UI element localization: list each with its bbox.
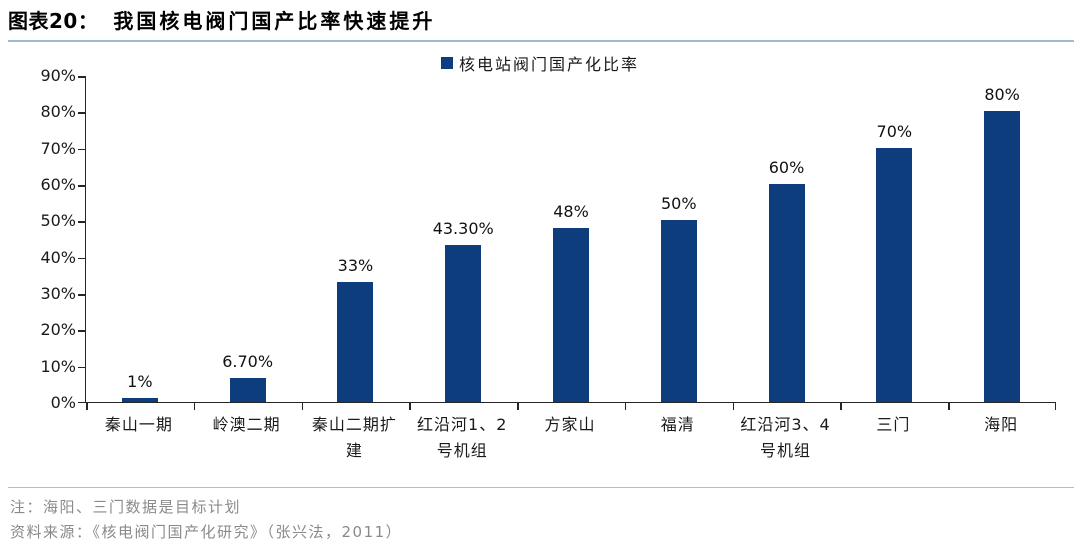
x-tick-mark [409,402,411,410]
y-tick-mark [78,294,86,296]
x-tick-mark [1054,402,1056,410]
bar-value-label: 33% [337,256,374,276]
bar-slot: 70% [840,76,948,402]
y-tick-label: 60% [40,175,76,194]
bar-slot: 1% [86,76,194,402]
x-axis-labels: 秦山一期 岭澳二期 秦山二期扩 建红沿河1、2 号机组 方家山 福清 红沿河3、4 号机组… [85,412,1055,463]
bar-value-label: 70% [876,121,913,141]
x-category-label: 秦山一期 [104,415,173,434]
bar-value-label: 1% [127,372,153,392]
y-axis-labels: 0% 10% 20% 30% 40% 50% 60% 70% 80% 90% [0,66,76,412]
bar [768,184,805,402]
y-tick-label: 50% [40,211,76,231]
y-tick-label: 20% [40,320,76,340]
x-tick-mark [517,402,519,410]
plot-area: 1% 6.70% 33% 43.30% 48% 50% 60% 70% 80% [78,76,1056,410]
bar [229,377,266,402]
y-tick-mark [78,221,86,223]
y-tick-label: 0% [50,393,76,412]
chart-source: 资料来源：《核电阀门国产化研究》（张兴法，2011） [10,523,403,541]
bar [337,282,374,402]
y-tick-label: 80% [40,102,76,122]
y-tick-mark [78,366,86,369]
bar [876,147,913,402]
x-category-label: 红沿河1、2 号机组 [417,415,508,460]
y-tick-mark [78,401,86,403]
bar-value-label: 6.70% [222,351,274,371]
y-tick-mark [78,257,86,260]
x-tick-mark [86,402,88,410]
x-category-label: 福清 [660,415,695,434]
legend-swatch-icon [440,57,453,69]
bar [660,220,697,402]
x-category-label: 岭澳二期 [212,415,281,434]
x-category-label: 红沿河3、4 号机组 [740,415,831,460]
y-tick-mark [78,112,86,114]
y-tick-label: 40% [40,247,76,267]
x-tick-mark [193,402,196,410]
bar-value-label: 48% [553,201,589,221]
y-tick-label: 30% [40,284,76,303]
bar-slot: 48% [517,76,625,402]
footer-divider [8,487,1074,488]
bar [552,227,589,402]
x-category-label: 三门 [876,415,911,434]
figure-title: 我国核电阀门国产比率快速提升 [113,9,436,33]
figure-number: 图表20： [8,9,99,33]
chart-legend: 核电站阀门国产化比率 [440,51,640,75]
x-tick-mark [948,402,950,410]
bar-slot: 60% [733,76,841,402]
legend-label: 核电站阀门国产化比率 [458,55,640,74]
bar-slot: 50% [625,76,733,402]
bar-slot: 33% [302,76,410,402]
x-tick-mark [732,402,735,410]
y-tick-mark [78,185,86,187]
y-tick-label: 90% [40,66,76,85]
bar-value-label: 80% [984,85,1020,105]
bar [445,244,482,402]
x-category-label: 海阳 [984,415,1019,434]
y-tick-label: 70% [40,138,76,158]
x-category-label: 秦山二期扩 建 [311,415,397,460]
bar-value-label: 50% [660,194,697,214]
bar [121,398,158,402]
bar-slot: 43.30% [409,76,517,402]
x-tick-mark [301,402,304,410]
y-tick-mark [78,76,86,78]
figure-header: 图表20： 我国核电阀门国产比率快速提升 [8,5,1074,42]
chart-note: 注：海阳、三门数据是目标计划 [10,498,242,516]
y-tick-mark [78,330,86,332]
bar-value-label: 43.30% [432,218,494,238]
bar-value-label: 60% [768,158,805,177]
bar-slot: 80% [948,76,1056,402]
x-tick-mark [840,402,842,410]
bar [984,111,1021,402]
x-tick-mark [624,402,627,410]
y-tick-label: 10% [40,356,76,376]
y-tick-mark [78,148,86,151]
x-category-label: 方家山 [544,415,596,434]
bar-slot: 6.70% [194,76,302,402]
